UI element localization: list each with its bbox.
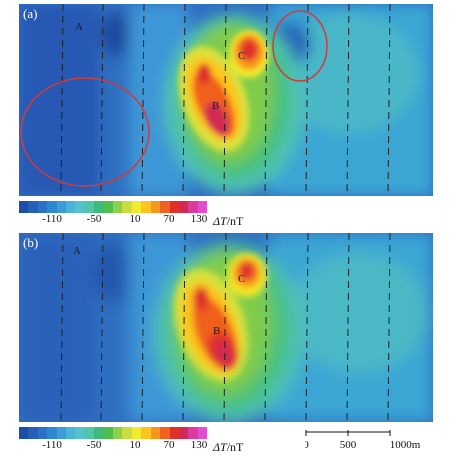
- colorbar-tick: -110: [42, 439, 62, 451]
- anomaly-map-b-graphic: [19, 233, 433, 422]
- colorbar-swatch: [28, 427, 38, 439]
- colorbar-swatch: [113, 201, 123, 213]
- point-label-a: A: [75, 21, 83, 33]
- colorbar-swatch: [122, 201, 132, 213]
- colorbar-a-swatches: [19, 201, 208, 213]
- colorbar-swatch: [160, 427, 170, 439]
- colorbar-swatch: [37, 201, 48, 213]
- anomaly-map-a: (a) A B C: [19, 4, 433, 196]
- colorbar-swatch: [37, 427, 48, 439]
- anomaly-map-a-graphic: [19, 4, 433, 196]
- colorbar-swatch: [131, 427, 142, 439]
- colorbar-tick: -50: [86, 213, 102, 225]
- colorbar-swatch: [19, 201, 29, 213]
- colorbar-tick: 130: [190, 213, 208, 225]
- colorbar-swatch: [188, 427, 198, 439]
- colorbar-swatch: [66, 201, 76, 213]
- unit-symbol: ΔT: [213, 440, 227, 454]
- colorbar-swatch: [19, 427, 29, 439]
- colorbar-tick: 10: [129, 439, 141, 451]
- scale-label-1000: 1000m: [390, 439, 421, 451]
- colorbar-swatch: [28, 201, 38, 213]
- scale-label-500: 500: [340, 439, 357, 451]
- colorbar-b-swatches: [19, 427, 208, 439]
- colorbar-tick: 130: [190, 439, 208, 451]
- panel-label: (b): [23, 235, 39, 250]
- colorbar-swatch: [141, 201, 151, 213]
- unit-symbol: ΔT: [213, 214, 227, 228]
- colorbar-swatch: [178, 201, 189, 213]
- colorbar-tick: 70: [163, 213, 175, 225]
- colorbar-swatch: [169, 201, 179, 213]
- colorbar-swatch: [122, 427, 132, 439]
- colorbar-swatch: [94, 201, 104, 213]
- point-label-a: A: [73, 245, 81, 257]
- colorbar-a-unit: ΔT/nT: [213, 214, 243, 229]
- colorbar-swatch: [47, 427, 57, 439]
- scale-label-0: 0: [305, 439, 309, 451]
- point-label-b: B: [213, 325, 221, 337]
- colorbar-swatch: [75, 427, 85, 439]
- colorbar-swatch: [160, 201, 170, 213]
- colorbar-tick: 70: [163, 439, 175, 451]
- colorbar-swatch: [84, 427, 95, 439]
- colorbar-swatch: [197, 427, 208, 439]
- scale-bar: 0 500 1000m: [303, 430, 455, 460]
- colorbar-swatch: [56, 427, 67, 439]
- colorbar-swatch: [75, 201, 85, 213]
- colorbar-b-ticks: -110 -50 10 70 130: [19, 439, 219, 453]
- point-label-c: C: [238, 273, 246, 285]
- colorbar-swatch: [188, 201, 198, 213]
- unit-text: /nT: [226, 214, 244, 228]
- colorbar-swatch: [113, 427, 123, 439]
- scale-bar-graphic: 0 500 1000m: [303, 430, 421, 451]
- colorbar-swatch: [150, 201, 161, 213]
- colorbar-tick: -50: [86, 439, 102, 451]
- colorbar-swatch: [169, 427, 179, 439]
- unit-text: /nT: [226, 440, 244, 454]
- colorbar-swatch: [94, 427, 104, 439]
- colorbar-swatch: [197, 201, 208, 213]
- colorbar-tick: -110: [42, 213, 62, 225]
- point-label-b: B: [212, 100, 220, 112]
- colorbar-swatch: [103, 427, 114, 439]
- colorbar-swatch: [66, 427, 76, 439]
- point-label-c: C: [238, 50, 246, 62]
- panel-label: (a): [23, 6, 38, 21]
- colorbar-swatch: [56, 201, 67, 213]
- colorbar-swatch: [84, 201, 95, 213]
- colorbar-swatch: [141, 427, 151, 439]
- colorbar-swatch: [47, 201, 57, 213]
- colorbar-swatch: [103, 201, 114, 213]
- anomaly-map-b: (b) A B C: [19, 233, 433, 422]
- colorbar-b-unit: ΔT/nT: [213, 440, 243, 455]
- colorbar-swatch: [131, 201, 142, 213]
- colorbar-a-ticks: -110 -50 10 70 130: [19, 213, 219, 227]
- colorbar-a: [19, 201, 208, 213]
- colorbar-tick: 10: [129, 213, 141, 225]
- colorbar-swatch: [178, 427, 189, 439]
- colorbar-b: [19, 427, 208, 439]
- colorbar-swatch: [150, 427, 161, 439]
